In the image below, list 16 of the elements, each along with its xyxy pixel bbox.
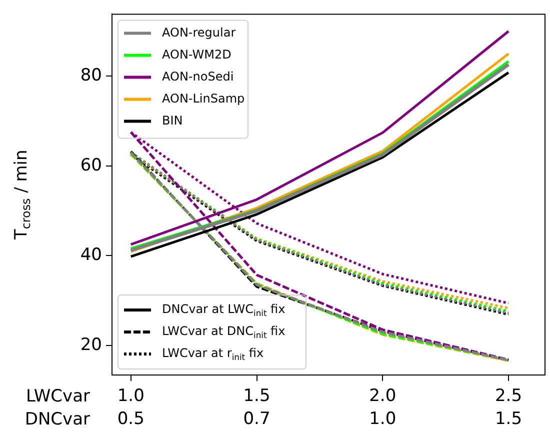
y-tick-label: 60 [80,155,102,176]
legend-label: BIN [162,113,183,128]
legend-label: AON-WM2D [162,47,232,62]
y-tick-label: 20 [80,334,102,355]
text: DNCvar [24,409,90,430]
y-tick-label: 80 [80,66,102,86]
x-tick-label: 1.0 0.5 [117,386,144,429]
x-tick-label: 1.5 0.7 [243,386,270,429]
legend-label: AON-noSedi [162,69,234,84]
y-axis-title: Tcross / min [11,150,34,241]
x-tick-label: 2.5 1.5 [494,386,522,429]
x-tick-label: 2.0 1.0 [369,386,396,429]
legend-label: AON-regular [162,25,236,40]
y-tick-label: 40 [80,245,102,266]
legend-label: AON-LinSamp [162,91,245,106]
text: LWCvar [26,386,90,406]
